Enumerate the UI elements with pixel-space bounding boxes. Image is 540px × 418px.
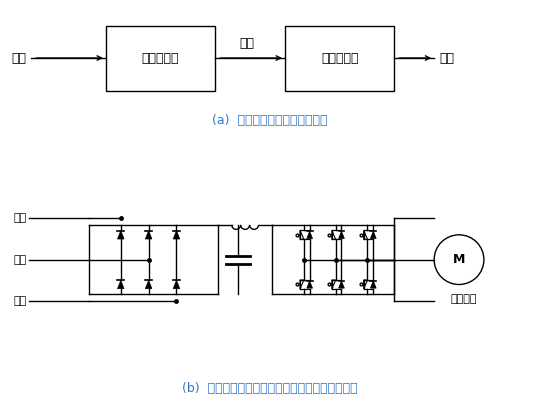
Polygon shape	[145, 231, 152, 239]
Text: 交流: 交流	[440, 51, 455, 64]
Text: コンバータ: コンバータ	[142, 51, 179, 64]
Polygon shape	[173, 280, 180, 289]
Bar	[106, 26, 215, 91]
Polygon shape	[307, 281, 313, 288]
Text: インバータ: インバータ	[321, 51, 359, 64]
Text: 直流: 直流	[240, 37, 255, 50]
Text: 交流: 交流	[13, 255, 26, 265]
Polygon shape	[173, 231, 180, 239]
Text: 電源: 電源	[13, 296, 26, 306]
Text: M: M	[453, 253, 465, 266]
Text: モータ等: モータ等	[451, 294, 477, 304]
Bar	[285, 26, 394, 91]
Polygon shape	[339, 281, 345, 288]
Polygon shape	[118, 231, 124, 239]
Polygon shape	[339, 231, 345, 239]
Polygon shape	[307, 231, 313, 239]
Polygon shape	[370, 281, 376, 288]
Polygon shape	[370, 231, 376, 239]
Text: 交流: 交流	[12, 51, 27, 64]
Text: (a)  インバータ機器の構成概要: (a) インバータ機器の構成概要	[212, 114, 328, 127]
Polygon shape	[145, 280, 152, 289]
Polygon shape	[118, 280, 124, 289]
Text: (b)  インバータ機器の具体構成例（主回路部分）: (b) インバータ機器の具体構成例（主回路部分）	[182, 382, 358, 395]
Text: 三相: 三相	[13, 213, 26, 223]
